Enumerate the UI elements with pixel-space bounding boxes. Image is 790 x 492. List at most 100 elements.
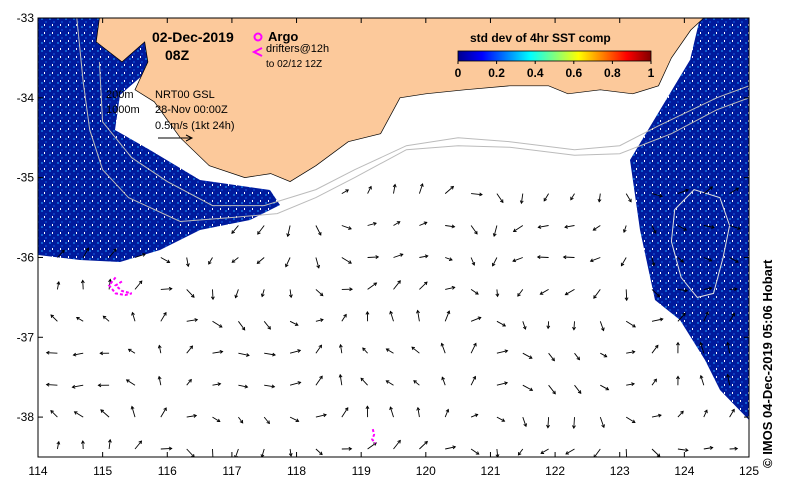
- current-arrow: [419, 221, 428, 226]
- current-arrow: [315, 344, 322, 354]
- current-arrow: [495, 289, 500, 298]
- current-arrow: [565, 448, 575, 455]
- current-arrow: [160, 446, 173, 451]
- y-axis: -33 -34 -35 -36 -37 -38: [17, 11, 749, 424]
- current-arrow: [419, 440, 428, 450]
- current-arrow: [50, 409, 58, 418]
- current-arrow: [441, 376, 446, 386]
- current-arrow: [134, 253, 147, 258]
- current-arrow: [362, 347, 368, 354]
- current-arrow: [260, 289, 265, 298]
- current-arrow: [285, 257, 291, 268]
- current-arrow: [537, 224, 549, 229]
- drifters-period: to 02/12 12Z: [266, 59, 322, 70]
- current-arrow: [496, 193, 504, 204]
- current-arrow: [393, 439, 401, 450]
- current-arrow: [496, 320, 507, 327]
- current-arrow: [703, 445, 714, 450]
- current-arrow: [416, 309, 420, 322]
- current-arrow: [186, 448, 195, 457]
- current-arrow: [212, 320, 223, 328]
- current-arrow: [517, 289, 524, 297]
- vector-scale-arrow: [158, 134, 194, 142]
- current-arrow: [211, 448, 215, 457]
- current-arrow: [416, 406, 421, 418]
- current-arrow: [444, 185, 455, 194]
- isobath-200-label: 200m: [106, 89, 134, 101]
- argo-marker: [253, 32, 263, 42]
- current-arrow: [389, 310, 394, 322]
- current-arrow: [589, 257, 601, 263]
- current-arrow: [599, 321, 605, 332]
- current-arrow: [620, 257, 627, 267]
- current-arrow: [256, 257, 265, 264]
- current-arrow: [208, 257, 213, 265]
- current-arrow: [367, 221, 377, 226]
- current-arrow: [82, 247, 90, 258]
- current-arrow: [703, 409, 708, 418]
- current-arrow: [444, 408, 450, 418]
- current-arrow: [97, 383, 110, 388]
- current-arrow: [625, 448, 628, 457]
- colorbar-tick-label: 0.8: [604, 66, 621, 80]
- y-tick-label: -38: [17, 410, 35, 424]
- current-arrow: [418, 183, 424, 194]
- current-arrow: [134, 280, 143, 290]
- current-arrow: [445, 445, 457, 450]
- current-arrow: [445, 257, 453, 261]
- current-arrow: [108, 438, 112, 450]
- x-tick-label: 114: [28, 464, 47, 478]
- current-arrow: [263, 321, 271, 330]
- current-arrow: [393, 221, 401, 226]
- current-arrow: [341, 446, 353, 451]
- current-arrow: [315, 375, 323, 386]
- current-arrow: [540, 448, 549, 454]
- current-arrow: [315, 289, 324, 297]
- x-tick-label: 120: [416, 464, 436, 478]
- current-arrow: [315, 257, 321, 269]
- current-arrow: [703, 286, 713, 291]
- current-arrow: [496, 381, 509, 386]
- current-arrow: [470, 289, 479, 295]
- current-arrow: [99, 351, 110, 356]
- current-arrow: [512, 225, 524, 232]
- current-arrow: [495, 448, 500, 457]
- current-arrow: [562, 255, 575, 260]
- current-arrow: [289, 416, 300, 422]
- current-arrow: [445, 285, 456, 290]
- current-arrow: [392, 183, 397, 194]
- current-vectors: [45, 183, 741, 457]
- current-arrow: [626, 382, 635, 387]
- current-arrow: [522, 384, 534, 392]
- current-arrow: [470, 257, 476, 266]
- y-tick-label: -36: [17, 250, 35, 264]
- current-arrow: [676, 375, 680, 386]
- drifter-marker: [251, 47, 263, 57]
- current-arrow: [186, 345, 194, 354]
- current-arrow: [341, 313, 347, 322]
- current-arrow: [470, 448, 480, 455]
- current-arrow: [385, 380, 394, 386]
- current-arrow: [81, 440, 85, 450]
- current-arrow: [127, 348, 136, 354]
- x-tick-label: 124: [674, 464, 694, 478]
- current-arrow: [80, 279, 85, 290]
- current-arrow: [729, 446, 739, 451]
- current-arrow: [512, 257, 523, 263]
- current-arrow: [572, 321, 576, 331]
- current-arrow: [108, 248, 117, 258]
- current-arrow: [651, 289, 661, 298]
- current-arrow: [210, 289, 215, 301]
- current-arrow: [231, 225, 239, 234]
- current-arrow: [238, 352, 250, 357]
- current-arrow: [470, 225, 478, 235]
- current-arrow: [186, 318, 199, 322]
- current-arrow: [470, 375, 477, 386]
- current-arrow: [289, 320, 299, 326]
- isobath-200m: [98, 61, 749, 207]
- current-arrow: [186, 289, 195, 298]
- drifter-tracks: [107, 276, 377, 445]
- current-arrow: [56, 440, 61, 450]
- current-arrow: [100, 409, 110, 418]
